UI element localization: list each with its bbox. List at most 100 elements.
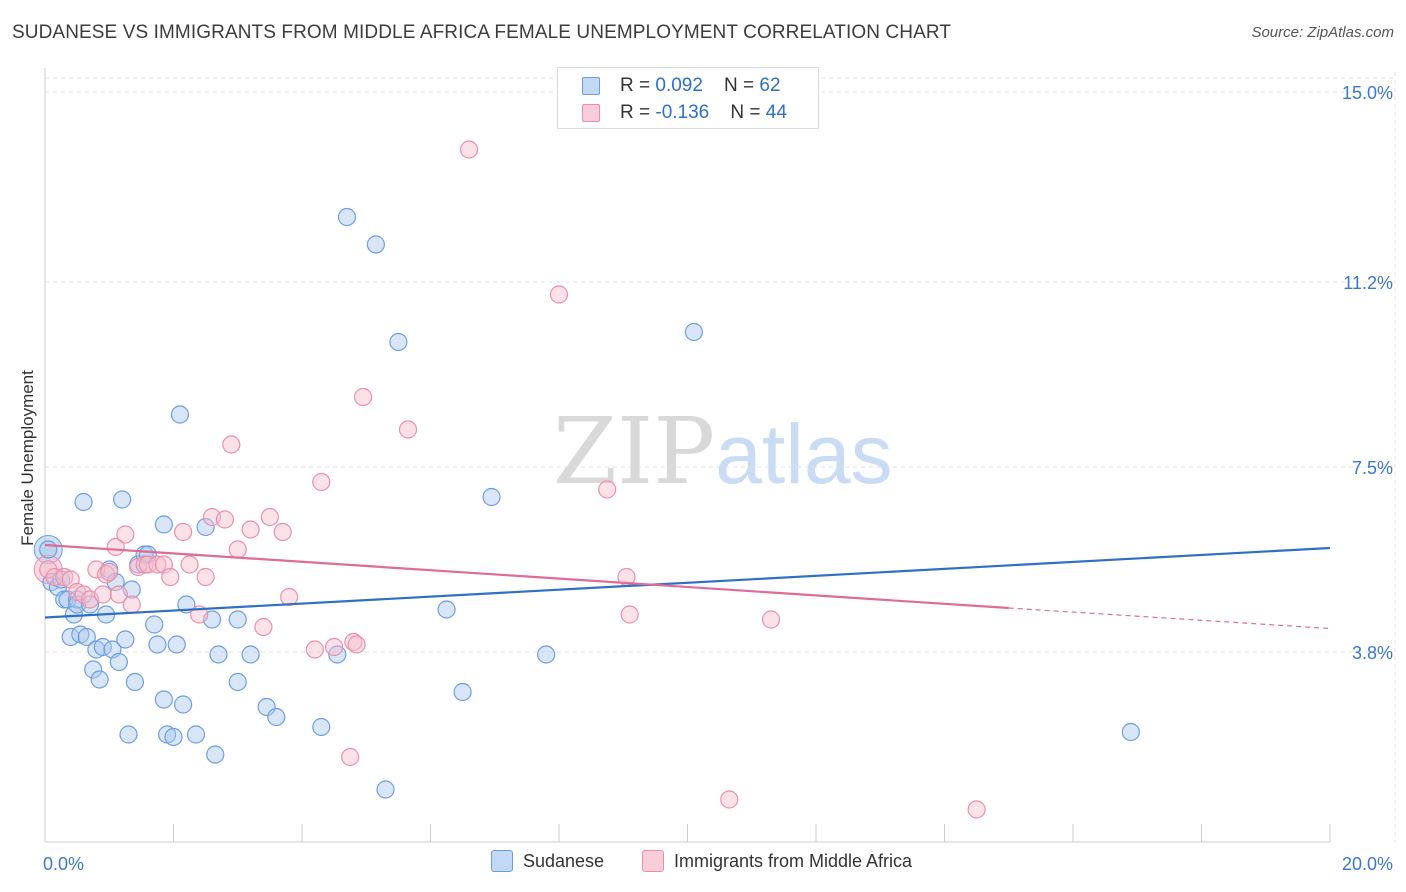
sudanese-point: [482, 487, 501, 507]
middle-africa-point: [106, 537, 125, 557]
middle-africa-point: [254, 617, 273, 637]
middle-africa-trend-line: [44, 543, 1009, 610]
middle-africa-point: [967, 800, 986, 819]
sudanese-point: [312, 717, 331, 737]
middle-africa-point: [148, 555, 167, 574]
sudanese-point: [148, 635, 167, 654]
legend-row-middle-africa: R = -0.136 N = 44: [582, 101, 787, 125]
legend-swatch-sudanese: [582, 77, 600, 95]
middle-africa-point: [96, 565, 116, 584]
sudanese-point: [186, 725, 206, 744]
axis-layer: [44, 68, 1331, 843]
middle-africa-point: [280, 587, 299, 607]
sudanese-point: [437, 600, 456, 619]
sudanese-point: [109, 652, 128, 672]
middle-africa-point: [116, 525, 135, 544]
sudanese-trend-line: [44, 546, 1331, 619]
middle-africa-point: [109, 585, 128, 604]
middle-africa-point: [325, 637, 344, 657]
legend-swatch-middle-africa: [582, 104, 600, 122]
middle-africa-point: [549, 285, 569, 304]
r-value-sudanese: 0.092: [655, 75, 703, 96]
sudanese-point: [241, 645, 260, 664]
points-layer: [33, 140, 1140, 819]
middle-africa-point: [720, 790, 739, 809]
sudanese-point: [206, 745, 225, 764]
middle-africa-point: [761, 610, 781, 629]
middle-africa-point: [598, 480, 617, 499]
x-tick-label-max: 20.0%: [1342, 854, 1393, 874]
n-value-middle-africa: 44: [765, 102, 787, 123]
y-tick-label: 11.2%: [1343, 273, 1393, 293]
middle-africa-point: [215, 510, 234, 529]
watermark-zip: ZIP: [553, 398, 716, 505]
r-label-sudanese: R =: [620, 75, 656, 96]
middle-africa-point: [398, 420, 418, 439]
middle-africa-point: [459, 140, 479, 159]
middle-africa-point: [312, 472, 331, 492]
x-tick-label-min: 0.0%: [43, 854, 84, 874]
middle-africa-point: [93, 585, 112, 604]
middle-africa-point: [196, 567, 215, 587]
middle-africa-trend-extension: [1008, 607, 1331, 630]
sudanese-point: [112, 490, 132, 509]
label-layer: 3.8% 7.5% 11.2% 15.0% 0.0% 20.0%: [43, 83, 1393, 874]
sudanese-point: [77, 627, 96, 647]
sudanese-point: [167, 635, 186, 654]
middle-africa-point: [161, 567, 180, 587]
middle-africa-point: [39, 560, 58, 579]
legend-item-sudanese: Sudanese: [491, 850, 604, 872]
middle-africa-point: [174, 522, 193, 542]
sudanese-point: [154, 515, 173, 534]
legend-row-sudanese: R = 0.092 N = 62: [582, 74, 781, 98]
sudanese-point: [537, 645, 556, 664]
middle-africa-point: [228, 540, 247, 559]
sudanese-point: [376, 780, 395, 799]
middle-africa-point: [344, 632, 363, 652]
sudanese-point: [196, 517, 215, 537]
sudanese-point: [145, 615, 164, 634]
n-value-sudanese: 62: [759, 75, 781, 96]
sudanese-point: [164, 727, 183, 747]
middle-africa-point: [100, 562, 119, 582]
sudanese-point: [684, 322, 704, 342]
legend-label-sudanese: Sudanese: [523, 850, 605, 871]
sudanese-point: [267, 707, 286, 727]
middle-africa-point: [341, 747, 360, 767]
sudanese-point: [90, 670, 109, 689]
y-tick-label: 15.0%: [1342, 83, 1393, 103]
n-label-sudanese: N =: [724, 75, 760, 96]
legend-swatch-sudanese-bottom: [491, 850, 513, 872]
chart-source: Source: ZipAtlas.com: [1251, 24, 1394, 41]
watermark-atlas: atlas: [715, 407, 893, 501]
middle-africa-point: [273, 522, 292, 542]
r-value-middle-africa: -0.136: [655, 102, 710, 123]
sudanese-point: [257, 697, 276, 717]
sudanese-point: [174, 695, 193, 714]
sudanese-point: [138, 545, 157, 564]
watermark: ZIPatlas: [553, 398, 893, 505]
sudanese-point: [1121, 722, 1140, 742]
sudanese-point: [209, 645, 228, 664]
middle-africa-point: [620, 605, 639, 624]
y-tick-label: 7.5%: [1352, 458, 1393, 478]
middle-africa-point: [222, 435, 241, 454]
grid-layer: [45, 72, 1396, 842]
sudanese-point: [366, 235, 385, 254]
sudanese-point: [116, 630, 135, 649]
middle-africa-point: [305, 640, 324, 659]
legend-swatch-middle-africa-bottom: [642, 850, 664, 872]
middle-africa-point: [353, 387, 373, 407]
series-legend: Sudanese Immigrants from Middle Africa: [0, 850, 1406, 878]
y-tick-label: 3.8%: [1352, 643, 1393, 663]
middle-africa-point: [180, 555, 199, 574]
middle-africa-point: [241, 520, 260, 539]
legend-label-middle-africa: Immigrants from Middle Africa: [674, 850, 913, 871]
r-label-middle-africa: R =: [620, 102, 656, 123]
sudanese-point: [453, 682, 472, 702]
sudanese-point: [337, 207, 357, 227]
sudanese-point: [228, 610, 247, 629]
sudanese-point: [154, 690, 173, 709]
sudanese-point: [389, 332, 408, 352]
sudanese-point: [170, 405, 190, 424]
